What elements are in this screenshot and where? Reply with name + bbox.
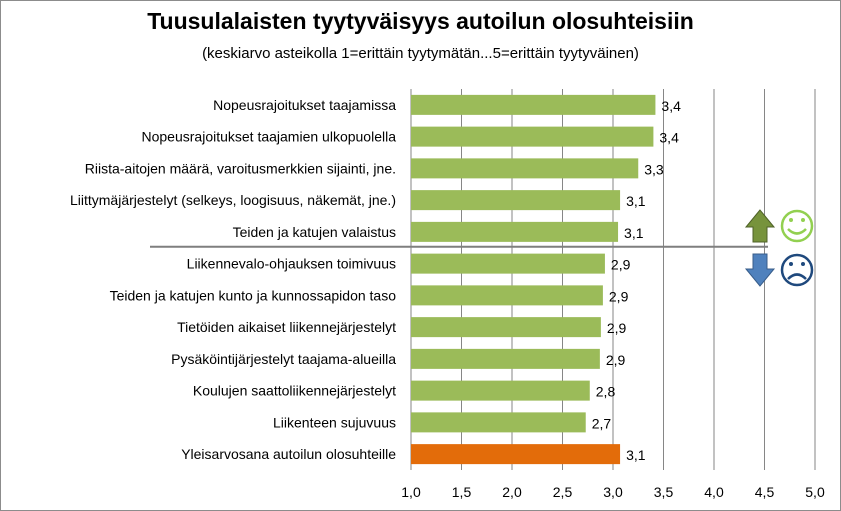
smiley-sad-icon: [780, 253, 814, 287]
data-label: 3,3: [644, 161, 664, 177]
category-label: Teiden ja katujen kunto ja kunnossapidon…: [110, 287, 397, 303]
category-label: Liikennevalo-ohjauksen toimivuus: [187, 256, 396, 272]
value-labels: 3,4 3,4 3,3 3,1 3,1 2,9 2,9 2,9 2,9 2,8 2,7 3,1: [592, 98, 681, 463]
x-tick-label: 2,0: [502, 484, 522, 500]
arrow-up-icon: [744, 209, 776, 243]
data-label: 2,9: [609, 288, 629, 304]
bar: [411, 317, 601, 338]
data-label: 2,9: [611, 257, 631, 273]
x-tick-label: 5,0: [805, 484, 825, 500]
bar: [411, 190, 621, 211]
category-label: Tietöiden aikaiset liikennejärjestelyt: [177, 319, 396, 335]
category-label: Nopeusrajoitukset taajamien ulkopuolella: [142, 129, 397, 145]
x-tick-label: 3,0: [603, 484, 623, 500]
data-label: 2,8: [596, 384, 616, 400]
x-axis-tick-labels: 1,0 1,5 2,0 2,5 3,0 3,5 4,0 4,5 5,0: [401, 484, 825, 500]
smiley-happy-icon: [780, 209, 814, 243]
bar: [411, 94, 656, 115]
x-tick-label: 3,5: [654, 484, 674, 500]
x-tick-label: 1,0: [401, 484, 421, 500]
data-label: 3,4: [661, 98, 681, 114]
data-label: 2,9: [607, 320, 627, 336]
category-label: Liittymäjärjestelyt (selkeys, loogisuus,…: [70, 192, 396, 208]
x-tick-label: 2,5: [553, 484, 573, 500]
bar: [411, 285, 603, 306]
category-labels: Nopeusrajoitukset taajamissa Nopeusrajoit…: [70, 97, 396, 462]
bar: [411, 412, 586, 433]
category-label: Yleisarvosana autoilun olosuhteille: [181, 446, 396, 462]
data-label: 3,4: [659, 130, 679, 146]
data-label: 3,1: [624, 225, 644, 241]
bar: [411, 444, 621, 465]
chart-subtitle: (keskiarvo asteikolla 1=erittäin tyytymä…: [202, 45, 639, 62]
x-tick-label: 1,5: [452, 484, 472, 500]
bar: [411, 380, 590, 401]
category-label: Teiden ja katujen valaistus: [233, 224, 396, 240]
bar: [411, 253, 605, 274]
data-label: 3,1: [626, 447, 646, 463]
x-tick-label: 4,0: [704, 484, 724, 500]
bar: [411, 126, 654, 147]
chart-title: Tuusulalaisten tyytyväisyys autoilun olo…: [147, 8, 694, 34]
arrow-down-icon: [744, 253, 776, 287]
data-label: 2,9: [606, 352, 626, 368]
category-label: Liikenteen sujuvuus: [273, 414, 396, 430]
data-label: 3,1: [626, 193, 646, 209]
x-tick-label: 4,5: [755, 484, 775, 500]
bar: [411, 158, 639, 179]
bar: [411, 221, 619, 242]
category-label: Riista-aitojen määrä, varoitusmerkkien s…: [85, 160, 396, 176]
category-label: Nopeusrajoitukset taajamissa: [213, 97, 396, 113]
data-label: 2,7: [592, 415, 612, 431]
bar: [411, 348, 600, 369]
category-label: Pysäköintijärjestelyt taajama-alueilla: [171, 351, 396, 367]
category-label: Koulujen saattoliikennejärjestelyt: [193, 383, 396, 399]
bars: [411, 94, 656, 465]
